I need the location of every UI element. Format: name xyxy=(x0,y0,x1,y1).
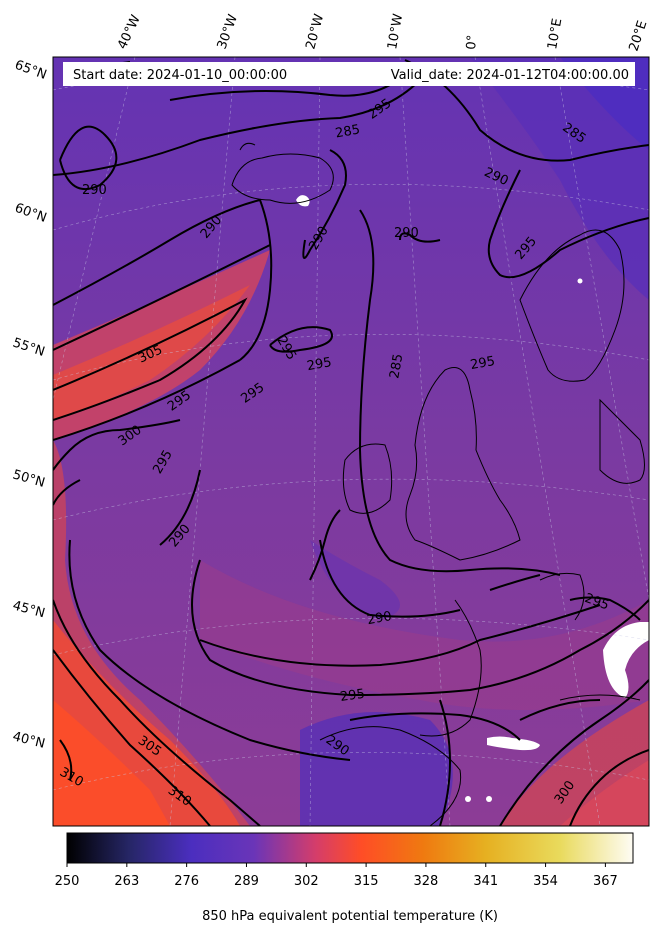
contour-label: 290 xyxy=(82,183,107,198)
colorbar: 250 263 276 289 302 315 328 341 354 367 850 hPa e… xyxy=(55,832,634,924)
lon-label: 30°W xyxy=(215,12,241,51)
lat-label: 65°N xyxy=(13,58,49,83)
colorbar-gradient xyxy=(66,832,634,864)
colorbar-tick-label: 263 xyxy=(114,874,139,889)
lon-label: 40°W xyxy=(115,13,144,52)
lat-label: 45°N xyxy=(11,598,47,621)
colorbar-tick-label: 302 xyxy=(294,874,319,889)
contour-label: 290 xyxy=(366,609,393,628)
lon-label: 20°E xyxy=(627,19,651,53)
colorbar-tick-label: 289 xyxy=(234,874,259,889)
colorbar-tick-label: 328 xyxy=(414,874,439,889)
latitude-labels: 65°N 60°N 55°N 50°N 45°N 40°N xyxy=(11,58,49,752)
temperature-field: 285 295 285 290 290 290 290 290 295 295 … xyxy=(53,57,649,826)
lat-label: 40°N xyxy=(11,729,46,751)
lon-label: 10°E xyxy=(545,17,565,50)
lat-label: 55°N xyxy=(11,336,47,360)
lon-label: 0° xyxy=(464,34,480,50)
lat-label: 50°N xyxy=(11,467,47,490)
start-date: Start date: 2024-01-10_00:00:00 xyxy=(73,68,287,83)
contour-label: 295 xyxy=(306,355,333,374)
contour-label: 285 xyxy=(387,353,406,380)
colorbar-tick-label: 354 xyxy=(533,874,558,889)
lon-label: 20°W xyxy=(303,12,327,51)
longitude-labels: 40°W 30°W 20°W 10°W 0° 10°E 20°E xyxy=(115,12,650,53)
colorbar-ticks: 250 263 276 289 302 315 328 341 354 367 xyxy=(55,863,618,889)
colorbar-tick-label: 315 xyxy=(354,874,379,889)
colorbar-tick-label: 367 xyxy=(593,874,618,889)
contour-label: 295 xyxy=(469,354,496,373)
lon-label: 10°W xyxy=(385,13,406,51)
contour-label: 295 xyxy=(339,687,366,705)
colorbar-tick-label: 341 xyxy=(473,874,498,889)
lat-label: 60°N xyxy=(13,201,49,226)
map-frame xyxy=(52,56,650,827)
colorbar-label: 850 hPa equivalent potential temperature… xyxy=(202,909,498,924)
header-box xyxy=(63,62,635,86)
contour-labels: 285 295 285 290 290 290 290 290 295 295 … xyxy=(57,96,611,810)
colorbar-tick-label: 250 xyxy=(55,874,80,889)
colorbar-tick-label: 276 xyxy=(174,874,199,889)
contour-label: 285 xyxy=(334,122,361,141)
valid-date: Valid_date: 2024-01-12T04:00:00.00 xyxy=(391,68,629,83)
contour-label: 290 xyxy=(394,226,419,241)
contours xyxy=(53,59,649,826)
